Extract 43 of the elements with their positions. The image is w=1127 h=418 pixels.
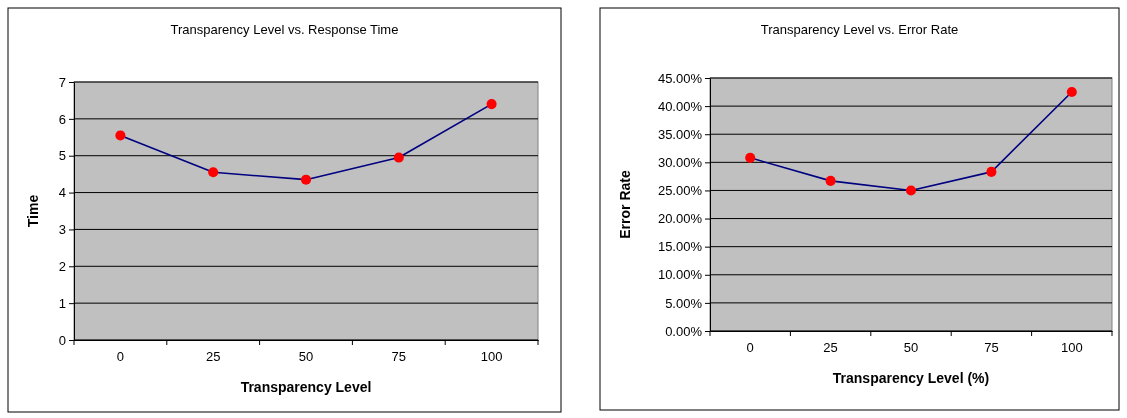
x-tick-label: 0 — [116, 349, 125, 365]
point — [393, 152, 404, 163]
x-tick-label: 50 — [903, 340, 919, 356]
y-tick-label: 30.00% — [657, 154, 703, 170]
y-tick-label: 45.00% — [657, 70, 703, 86]
y-tick-label: 4 — [58, 185, 66, 201]
y-tick-label: 40.00% — [657, 98, 703, 114]
x-axis-title: Transparency Level — [240, 379, 372, 395]
point — [905, 185, 917, 196]
x-tick-label: 75 — [984, 340, 999, 356]
chart-title: Transparency Level vs. Response Time — [170, 22, 399, 37]
x-tick-label: 0 — [746, 340, 754, 356]
x-tick-label: 25 — [823, 340, 838, 356]
x-tick-label: 50 — [298, 349, 314, 365]
x-tick-label: 25 — [205, 349, 221, 365]
x-tick-label: 75 — [391, 349, 407, 365]
y-tick-label: 5.00% — [665, 295, 703, 311]
y-tick-label: 1 — [58, 295, 66, 311]
point — [986, 166, 997, 177]
y-tick-label: 7 — [58, 74, 66, 90]
y-tick-label: 2 — [58, 258, 66, 274]
x-tick-label: 100 — [480, 349, 503, 365]
chart-title: Transparency Level vs. Error Rate — [760, 22, 959, 37]
point — [1066, 87, 1077, 98]
y-tick-label: 5 — [58, 148, 66, 164]
y-tick-label: 0.00% — [665, 323, 703, 339]
point — [208, 167, 219, 178]
x-tick-label: 100 — [1060, 340, 1083, 356]
y-tick-label: 10.00% — [657, 267, 703, 283]
y-tick-label: 6 — [58, 111, 66, 127]
point — [115, 130, 126, 141]
point — [300, 174, 312, 185]
y-axis-title: Error Rate — [617, 170, 633, 239]
y-axis-title: Time — [25, 194, 41, 228]
y-tick-label: 25.00% — [657, 183, 703, 199]
y-tick-label: 15.00% — [657, 239, 703, 255]
point — [825, 175, 836, 186]
point — [486, 99, 497, 110]
point — [745, 152, 756, 163]
y-tick-label: 20.00% — [657, 211, 703, 227]
x-axis-title: Transparency Level (%) — [832, 370, 990, 386]
y-tick-label: 3 — [58, 222, 66, 238]
y-tick-label: 35.00% — [657, 126, 703, 142]
